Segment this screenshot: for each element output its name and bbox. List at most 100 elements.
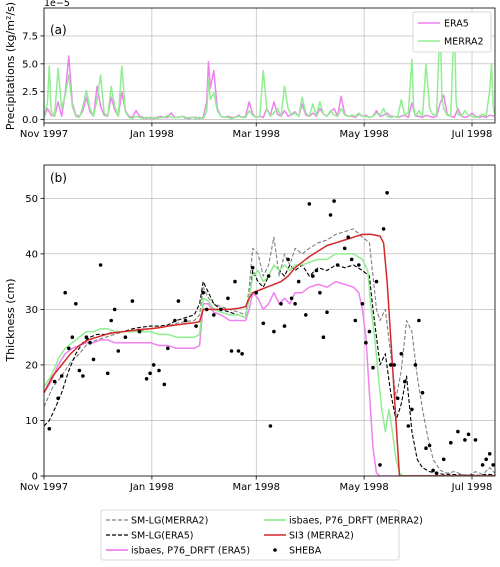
- sheba-point: [434, 471, 439, 476]
- precip-sci-multiplier: 1e−5: [44, 0, 70, 9]
- sheba-point: [157, 368, 161, 373]
- precip-y-tick-label: 7.5: [22, 31, 38, 42]
- sheba-point: [381, 227, 386, 231]
- series-merra2: [44, 13, 495, 120]
- sheba-point: [424, 446, 428, 451]
- sheba-point: [63, 290, 67, 295]
- sheba-point: [406, 424, 411, 428]
- thickness-panel: Nov 1997 Jan 1998 Mar 1998 May 1998 Jul 1998…: [4, 164, 496, 493]
- precip-x-tick-label: Jul 1998: [451, 129, 493, 140]
- sheba-point: [109, 318, 113, 323]
- series-isbaes-p76-drft-merra2: [44, 253, 495, 476]
- sheba-point: [410, 407, 414, 412]
- thickness-y-axis-label: Thickness (cm): [4, 278, 17, 362]
- sheba-point: [173, 318, 177, 323]
- thickness-y-tick-label: 30: [25, 305, 38, 316]
- sheba-point: [74, 302, 78, 306]
- sheba-point: [229, 349, 234, 353]
- thickness-ticks: Nov 1997 Jan 1998 Mar 1998 May 1998 Jul 1998…: [20, 194, 492, 493]
- precip-y-tick-label: 5.0: [22, 59, 38, 70]
- sheba-point: [311, 274, 315, 278]
- thickness-x-tick-label: Jan 1998: [129, 482, 174, 493]
- thickness-y-tick-label: 10: [25, 416, 38, 427]
- sheba-point: [417, 318, 421, 323]
- sheba-point: [91, 357, 96, 362]
- sheba-point: [318, 290, 322, 295]
- thickness-x-tick-label: Nov 1997: [20, 482, 68, 493]
- sheba-point: [226, 296, 230, 301]
- precip-axes-frame: [43, 7, 496, 124]
- sheba-point: [266, 274, 271, 278]
- sheba-point: [116, 349, 121, 353]
- precip-series-group: [44, 13, 495, 120]
- sheba-point: [166, 346, 170, 351]
- sheba-point: [463, 438, 467, 442]
- sheba-point: [413, 363, 418, 367]
- thickness-y-tick-label: 0: [32, 472, 38, 483]
- thickness-x-tick-label: Jul 1998: [451, 482, 493, 493]
- legend-swatch-sheba: [273, 548, 277, 552]
- sheba-point: [47, 427, 52, 431]
- legend-label-sheba: SHEBA: [289, 546, 322, 557]
- sheba-point: [105, 371, 110, 376]
- sheba-point: [353, 318, 358, 323]
- sheba-point: [148, 371, 152, 376]
- sheba-point: [374, 279, 379, 284]
- sheba-point: [385, 191, 389, 195]
- precip-x-tick-label: May 1998: [339, 129, 388, 140]
- sheba-point: [162, 382, 167, 387]
- precip-y-axis-label: Precipitations (kg/m²/s): [4, 2, 17, 130]
- sheba-point: [349, 257, 354, 262]
- thickness-panel-label: (b): [50, 171, 67, 185]
- sheba-point: [367, 329, 372, 334]
- sheba-point: [314, 268, 319, 273]
- sheba-point: [328, 213, 333, 217]
- sheba-point: [342, 246, 347, 251]
- precipitation-panel: Nov 1997 Jan 1998 Mar 1998 May 1998 Jul 1998…: [4, 0, 496, 140]
- sheba-point: [183, 318, 188, 323]
- sheba-point: [233, 279, 237, 284]
- sheba-point: [56, 396, 60, 401]
- sheba-point: [399, 352, 404, 356]
- sheba-point: [296, 279, 301, 284]
- legend-label-isbaes-merra2: isbaes, P76_DRFT (MERRA2): [289, 516, 423, 527]
- series-sm-lg-era5: [44, 264, 495, 476]
- sheba-point: [420, 390, 425, 395]
- precip-panel-label: (a): [50, 23, 67, 37]
- sheba-point: [194, 324, 198, 328]
- sheba-point: [480, 463, 485, 467]
- sheba-point: [371, 365, 375, 370]
- legend-label-smlg-merra2: SM-LG(MERRA2): [131, 516, 208, 527]
- sheba-point: [279, 302, 283, 306]
- sheba-point: [67, 346, 71, 351]
- sheba-point: [70, 335, 75, 340]
- sheba-point: [137, 329, 142, 334]
- sheba-point: [473, 438, 478, 442]
- sheba-point: [112, 307, 117, 312]
- thickness-x-tick-label: May 1998: [339, 482, 388, 493]
- precip-ticks: Nov 1997 Jan 1998 Mar 1998 May 1998 Jul 1998…: [20, 31, 492, 140]
- sheba-point: [201, 290, 205, 295]
- thickness-y-tick-label: 50: [25, 194, 38, 205]
- thickness-y-tick-label: 20: [25, 360, 38, 371]
- sheba-point: [268, 424, 273, 428]
- sheba-point: [449, 440, 453, 445]
- precip-y-tick-label: 0.0: [22, 115, 38, 126]
- sheba-point: [52, 379, 57, 384]
- precip-x-tick-label: Nov 1997: [20, 129, 68, 140]
- sheba-point: [286, 257, 290, 262]
- sheba-point: [84, 335, 89, 340]
- precip-y-tick-label: 2.5: [22, 87, 38, 98]
- sheba-point: [293, 302, 297, 306]
- precip-legend: ERA5 MERRA2: [412, 11, 492, 53]
- sheba-point: [364, 340, 368, 345]
- sheba-point: [98, 263, 103, 267]
- sheba-point: [335, 263, 340, 267]
- sheba-point: [427, 443, 432, 448]
- sheba-point: [240, 352, 244, 356]
- sheba-point: [321, 335, 326, 340]
- sheba-point: [261, 321, 266, 326]
- legend-label-si3-merra2: SI3 (MERRA2): [289, 531, 354, 542]
